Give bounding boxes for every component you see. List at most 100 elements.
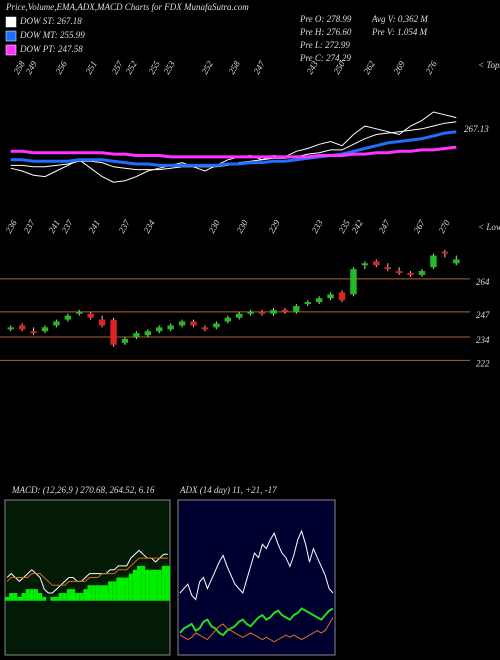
candle-body: [18, 325, 26, 330]
lows-label: < Lows: [478, 222, 500, 232]
histogram-bar: [108, 581, 113, 601]
info-text: Pre O: 278.99: [299, 14, 352, 24]
histogram-bar: [128, 573, 133, 601]
candle-body: [7, 327, 14, 330]
candle-body: [201, 327, 209, 330]
histogram-bar: [83, 589, 88, 601]
candle-body: [53, 321, 60, 326]
candle-body: [441, 251, 449, 254]
histogram-bar: [87, 585, 92, 601]
histogram-bar: [79, 593, 84, 601]
y-tick-label: 222: [476, 358, 490, 368]
panel-title: ADX (14 day) 11, +21, -17: [179, 485, 277, 495]
candle-body: [133, 333, 140, 338]
legend-swatch: [5, 44, 17, 56]
candle-body: [87, 313, 94, 318]
histogram-bar: [91, 585, 96, 601]
info-text: Pre L: 272.99: [299, 40, 350, 50]
histogram-bar: [161, 565, 166, 601]
low-label: 234: [141, 218, 157, 235]
top-label: 252: [123, 59, 139, 76]
series-line: [10, 111, 457, 183]
low-label: 230: [234, 218, 250, 235]
candle-body: [121, 339, 129, 343]
low-label: 230: [206, 218, 222, 235]
histogram-bar: [95, 585, 100, 601]
legend-label: DOW PT: 247.58: [19, 44, 83, 54]
candle-body: [361, 263, 369, 266]
top-label: 251: [83, 59, 98, 76]
low-label: 237: [59, 218, 75, 235]
candle-body: [384, 267, 391, 270]
histogram-bar: [29, 589, 34, 601]
series-line: [10, 145, 457, 159]
histogram-bar: [25, 589, 30, 601]
top-label: 256: [53, 59, 69, 76]
top-label: 255: [146, 59, 162, 76]
candle-body: [270, 309, 277, 314]
candle-body: [178, 321, 186, 326]
low-label: 237: [116, 218, 132, 235]
series-line: [179, 607, 334, 637]
top-label: 253: [161, 59, 177, 76]
last-value-label: 267.13: [464, 124, 489, 134]
low-label: 241: [46, 218, 61, 235]
candle-body: [190, 321, 197, 326]
histogram-bar: [58, 593, 63, 601]
histogram-bar: [104, 585, 109, 601]
histogram-bar: [137, 565, 142, 601]
low-label: 235: [336, 218, 352, 235]
histogram-bar: [33, 589, 38, 601]
legend-label: DOW ST: 267.18: [19, 16, 82, 26]
candle-body: [327, 294, 334, 299]
candle-body: [407, 273, 414, 275]
candle-body: [247, 311, 254, 314]
top-label: 258: [226, 59, 242, 76]
histogram-bar: [5, 596, 10, 601]
y-tick-label: 234: [476, 335, 490, 345]
histogram-bar: [38, 593, 43, 601]
candle-body: [281, 309, 289, 312]
histogram-bar: [54, 596, 59, 601]
candle-body: [167, 325, 174, 330]
candle-body: [156, 327, 163, 332]
histogram-bar: [62, 593, 67, 601]
series-line: [10, 121, 457, 171]
histogram-bar: [75, 593, 80, 601]
candle-body: [453, 259, 460, 264]
histogram-bar: [157, 569, 162, 601]
series-line: [6, 557, 168, 586]
series-line: [10, 130, 457, 167]
candle-body: [293, 306, 300, 312]
histogram-bar: [132, 569, 137, 601]
top-label: 262: [361, 59, 377, 76]
histogram-bar: [13, 593, 18, 601]
chart-title: Price,Volume,EMA,ADX,MACD Charts for FDX…: [5, 2, 249, 12]
low-label: 242: [349, 218, 365, 235]
candle-body: [350, 269, 357, 295]
histogram-bar: [9, 593, 14, 601]
y-tick-label: 247: [476, 310, 490, 320]
low-label: 229: [266, 218, 282, 235]
candle-body: [64, 315, 72, 320]
candle-body: [258, 311, 266, 314]
y-tick-label: 264: [476, 277, 490, 287]
candle-body: [373, 261, 380, 266]
top-label: 252: [199, 59, 215, 76]
adx-panel: [177, 499, 336, 656]
histogram-bar: [153, 569, 158, 601]
candle-body: [41, 327, 49, 332]
candle-body: [98, 319, 106, 326]
candle-body: [30, 331, 37, 334]
low-label: 237: [21, 218, 37, 235]
info-text: Pre H: 276.60: [299, 27, 352, 37]
top-label: 247: [251, 59, 267, 76]
panel-title: MACD: (12,26,9 ) 270.68, 264.52, 6.16: [11, 485, 155, 495]
info-text: Pre C: 274.29: [299, 53, 351, 63]
histogram-bar: [50, 596, 55, 601]
legend-swatch: [5, 16, 17, 28]
top-label: 249: [23, 59, 39, 76]
histogram-bar: [145, 569, 150, 601]
series-line: [179, 529, 334, 601]
